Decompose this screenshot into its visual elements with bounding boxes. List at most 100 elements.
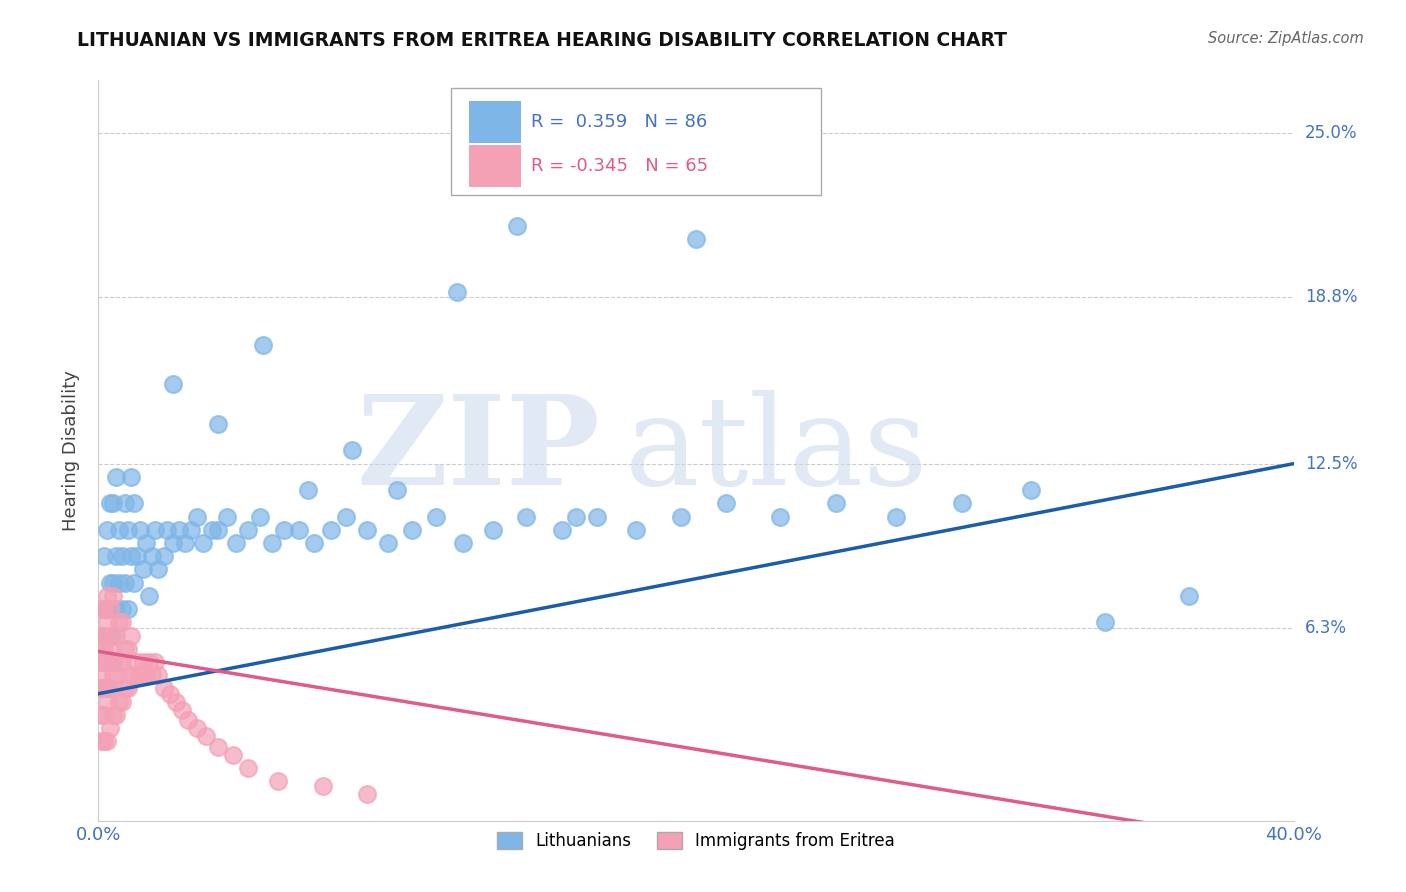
Point	[207, 739, 229, 754]
Point	[103, 629, 125, 643]
Point	[103, 496, 125, 510]
Point	[129, 668, 152, 682]
Point	[93, 707, 115, 722]
Point	[195, 729, 218, 743]
Point	[98, 629, 122, 643]
Point	[90, 655, 112, 669]
Point	[120, 629, 142, 643]
Legend: Lithuanians, Immigrants from Eritrea: Lithuanians, Immigrants from Eritrea	[491, 825, 901, 856]
Point	[120, 470, 142, 484]
Point	[685, 232, 707, 246]
Point	[550, 523, 572, 537]
Point	[93, 602, 115, 616]
Point	[222, 747, 245, 762]
Point	[111, 695, 134, 709]
Text: atlas: atlas	[624, 390, 928, 511]
Point	[108, 655, 131, 669]
Point	[165, 695, 187, 709]
Point	[96, 655, 118, 669]
Point	[103, 707, 125, 722]
Point	[93, 655, 115, 669]
Point	[162, 377, 184, 392]
Point	[93, 549, 115, 564]
Point	[103, 589, 125, 603]
Point	[143, 523, 166, 537]
Point	[252, 337, 274, 351]
Point	[153, 549, 176, 564]
Point	[515, 509, 537, 524]
Point	[111, 549, 134, 564]
Point	[884, 509, 907, 524]
Text: 6.3%: 6.3%	[1305, 619, 1347, 637]
Point	[93, 641, 115, 656]
Point	[425, 509, 447, 524]
FancyBboxPatch shape	[470, 101, 522, 143]
Point	[153, 681, 176, 696]
Text: R =  0.359   N = 86: R = 0.359 N = 86	[531, 113, 707, 131]
Point	[108, 575, 131, 590]
Point	[90, 641, 112, 656]
Point	[98, 496, 122, 510]
Point	[287, 523, 309, 537]
Point	[586, 509, 609, 524]
Point	[111, 602, 134, 616]
Point	[159, 687, 181, 701]
Point	[96, 681, 118, 696]
Text: 25.0%: 25.0%	[1305, 124, 1357, 142]
Point	[96, 523, 118, 537]
Point	[177, 713, 200, 727]
Point	[117, 523, 139, 537]
Point	[335, 509, 357, 524]
Point	[377, 536, 399, 550]
Point	[117, 602, 139, 616]
Point	[96, 695, 118, 709]
Point	[506, 219, 529, 233]
Point	[90, 734, 112, 748]
Point	[482, 523, 505, 537]
Point	[114, 575, 136, 590]
Point	[356, 787, 378, 801]
Point	[124, 496, 146, 510]
Point	[141, 549, 163, 564]
Point	[96, 615, 118, 630]
Point	[215, 509, 238, 524]
Point	[143, 655, 166, 669]
Point	[98, 575, 122, 590]
Point	[132, 655, 155, 669]
Text: LITHUANIAN VS IMMIGRANTS FROM ERITREA HEARING DISABILITY CORRELATION CHART: LITHUANIAN VS IMMIGRANTS FROM ERITREA HE…	[77, 31, 1007, 50]
Point	[201, 523, 224, 537]
Point	[141, 668, 163, 682]
Point	[93, 629, 115, 643]
Point	[236, 761, 259, 775]
Point	[127, 655, 149, 669]
Point	[105, 602, 128, 616]
Point	[401, 523, 423, 537]
Point	[124, 668, 146, 682]
Point	[342, 443, 364, 458]
Point	[120, 549, 142, 564]
Point	[98, 602, 122, 616]
Point	[96, 734, 118, 748]
Point	[90, 602, 112, 616]
Point	[114, 496, 136, 510]
Point	[124, 575, 146, 590]
Point	[162, 536, 184, 550]
Point	[93, 602, 115, 616]
Point	[626, 523, 648, 537]
Point	[321, 523, 343, 537]
Point	[186, 721, 208, 735]
Point	[714, 496, 737, 510]
Point	[1019, 483, 1042, 497]
Text: ZIP: ZIP	[357, 390, 600, 511]
Point	[129, 523, 152, 537]
Point	[98, 721, 122, 735]
Point	[156, 523, 179, 537]
Point	[93, 734, 115, 748]
Point	[111, 655, 134, 669]
Point	[446, 285, 468, 299]
Point	[96, 602, 118, 616]
Point	[117, 641, 139, 656]
Point	[260, 536, 283, 550]
Text: Source: ZipAtlas.com: Source: ZipAtlas.com	[1208, 31, 1364, 46]
Point	[93, 655, 115, 669]
